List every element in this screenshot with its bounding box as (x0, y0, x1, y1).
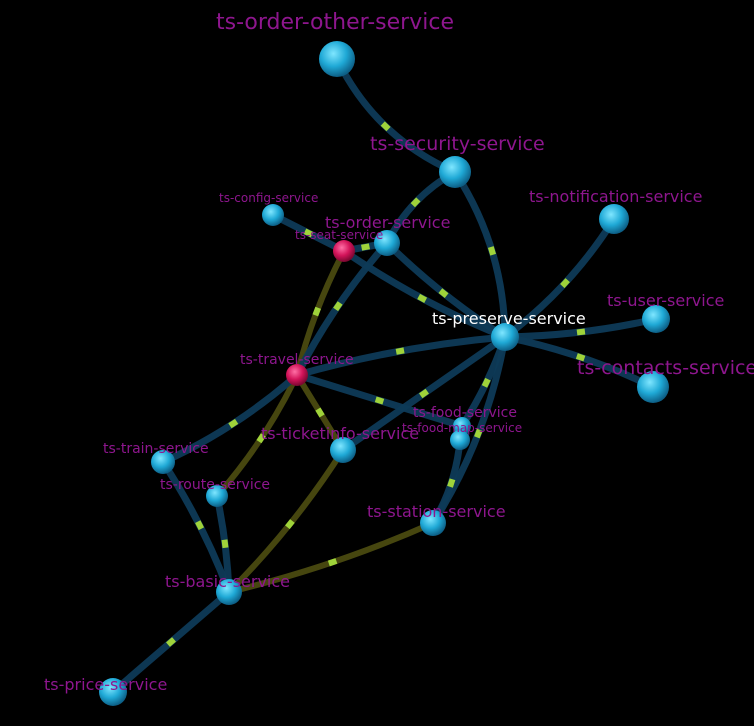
edge-particle-order-other-to-security (380, 121, 391, 132)
node-station[interactable] (420, 510, 446, 536)
edge-particle-preserve-to-food (481, 377, 491, 388)
edge-particle-food-map-to-station (447, 478, 456, 488)
edge-particle-travel-to-order (333, 301, 343, 312)
node-basic[interactable] (216, 579, 242, 605)
edge-train-to-basic (159, 458, 233, 596)
edge-particle-travel-to-seat (312, 306, 321, 317)
edge-particle-travel-to-food (374, 396, 385, 405)
node-notification[interactable] (599, 204, 629, 234)
edge-particle-preserve-to-station (474, 428, 483, 439)
node-route[interactable] (206, 485, 228, 507)
node-contacts[interactable] (637, 371, 669, 403)
edge-particle-travel-to-preserve (395, 347, 405, 355)
edge-travel-to-route (214, 372, 300, 499)
edge-particle-basic-to-price (166, 637, 176, 647)
edge-particle-security-to-order (410, 197, 421, 208)
node-price[interactable] (99, 678, 127, 706)
edge-particle-preserve-to-ticketinfo (419, 388, 429, 399)
edge-particle-security-to-preserve (487, 246, 496, 256)
edge-particle-notification-to-preserve (560, 278, 570, 289)
edges-layer (109, 55, 660, 696)
node-food-map[interactable] (450, 430, 470, 450)
node-order-other[interactable] (319, 41, 355, 77)
edge-particle-train-to-basic (195, 520, 205, 531)
edge-particle-seat-to-preserve (417, 293, 428, 303)
edge-ticketinfo-to-basic (226, 447, 346, 595)
nodes-layer (99, 41, 670, 706)
node-order[interactable] (374, 230, 400, 256)
edge-particle-config-to-seat (303, 228, 314, 238)
edge-contacts-to-preserve (501, 333, 657, 391)
edge-security-to-preserve (451, 168, 509, 341)
node-travel[interactable] (286, 364, 308, 386)
node-ticketinfo[interactable] (330, 437, 356, 463)
edge-particle-travel-to-train (228, 418, 239, 429)
node-security[interactable] (439, 156, 471, 188)
edge-notification-to-preserve (501, 215, 618, 341)
edge-particle-seat-to-order (361, 243, 370, 251)
node-preserve[interactable] (491, 323, 519, 351)
node-user[interactable] (642, 305, 670, 333)
edge-particle-ticketinfo-to-basic (285, 519, 295, 530)
edge-particle-contacts-to-preserve (575, 353, 586, 362)
edge-particle-travel-to-route (256, 433, 266, 444)
node-train[interactable] (151, 450, 175, 474)
edge-order-other-to-security (333, 55, 459, 176)
edge-particle-user-to-preserve (576, 328, 586, 336)
edge-particle-route-to-basic (221, 539, 229, 549)
edge-particle-order-to-preserve (438, 288, 449, 298)
edge-particle-station-to-basic (327, 558, 338, 567)
edge-particle-travel-to-ticketinfo (315, 407, 325, 418)
node-config[interactable] (262, 204, 284, 226)
node-seat[interactable] (333, 240, 355, 262)
